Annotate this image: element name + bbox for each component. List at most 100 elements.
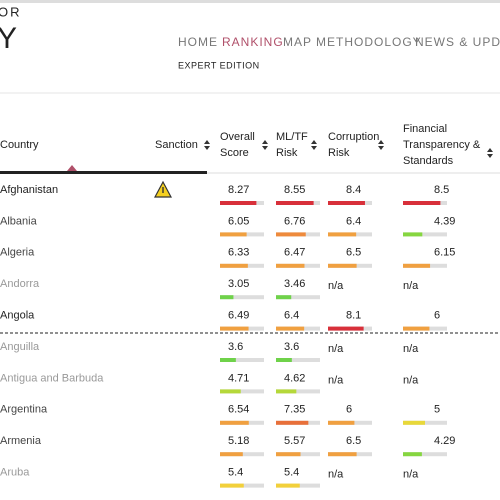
score-value: 7.35 [284,404,305,416]
column-header[interactable]: Transparency & [403,139,481,151]
country-name[interactable]: Algeria [0,247,35,259]
country-name[interactable]: Antigua and Barbuda [0,372,104,384]
score-value: 6.5 [346,435,361,447]
score-bar [403,201,441,205]
score-value: 6.05 [228,215,249,227]
score-bar [220,295,234,300]
column-header[interactable]: Financial [403,123,447,135]
score-bar [220,452,243,457]
score-value: 6.5 [346,247,361,259]
score-value: 5.57 [284,435,305,447]
sort-arrow-up [378,140,384,144]
country-name[interactable]: Argentina [0,404,48,416]
score-value: 6.54 [228,404,249,416]
score-bar [220,358,236,362]
country-name[interactable]: Armenia [0,435,42,447]
column-header[interactable]: Country [0,139,39,151]
score-value: 6.47 [284,247,305,259]
score-bar [220,326,249,331]
country-name[interactable]: Afghanistan [0,184,58,196]
sort-indicator [67,165,77,171]
nav-link[interactable]: NEWS & UPDAT [415,35,500,49]
score-value: 6.4 [346,215,361,227]
score-track [276,389,320,394]
score-value: 3.05 [228,278,249,290]
score-value: 6.15 [434,247,455,259]
top-strip [0,0,500,3]
column-header[interactable]: Risk [276,147,298,159]
column-header[interactable]: Standards [403,155,454,167]
nav-link[interactable]: METHODOLOGY [316,35,422,49]
score-na: n/a [328,374,344,386]
score-bar [276,232,306,237]
score-na: n/a [403,280,419,292]
score-na: n/a [328,343,344,355]
score-bar [328,326,364,331]
column-header[interactable]: Sanction [155,139,198,151]
country-name[interactable]: Anguilla [0,341,40,353]
score-bar [328,232,357,237]
score-bar [403,420,425,425]
column-header[interactable]: Risk [328,147,350,159]
score-bar [328,420,355,425]
sort-arrow-down [262,146,268,150]
sanction-icon-mark [162,187,164,193]
score-bar [328,452,357,457]
sort-arrow-up [311,140,317,144]
column-header[interactable]: Corruption [328,131,379,143]
score-track [276,358,320,362]
score-track [220,389,264,394]
score-value: 8.27 [228,184,249,196]
score-value: 6.49 [228,310,249,322]
score-track [220,358,264,362]
score-na: n/a [403,343,419,355]
score-value: 3.6 [284,341,299,353]
score-bar [328,201,365,205]
score-value: 6.33 [228,247,249,259]
site-title: Y [0,22,17,55]
nav-link[interactable]: RANKING [222,35,284,49]
sort-arrow-down [311,146,317,150]
score-value: 4.71 [228,372,249,384]
country-name[interactable]: Aruba [0,467,30,479]
score-bar [403,263,431,268]
score-bar [220,483,244,488]
score-bar [403,232,423,237]
score-na: n/a [328,469,344,481]
score-track [403,452,447,457]
sort-arrow-up [262,140,268,144]
score-na: n/a [403,469,419,481]
sort-arrow-down [204,146,210,150]
score-bar [276,358,292,362]
score-bar [276,295,292,300]
country-name[interactable]: Angola [0,310,35,322]
score-bar [276,326,305,331]
nav-link[interactable]: MAP [283,35,312,49]
score-value: 8.5 [434,184,449,196]
score-value: 8.55 [284,184,305,196]
score-bar [328,263,357,268]
score-value: 4.62 [284,372,305,384]
score-value: 6.4 [284,310,299,322]
country-name[interactable]: Andorra [0,278,40,290]
score-track [220,295,264,300]
column-header[interactable]: Score [220,147,249,159]
column-header[interactable]: Overall [220,131,255,143]
country-name[interactable]: Albania [0,215,38,227]
score-bar [403,452,422,457]
column-header[interactable]: ML/TF [276,131,308,143]
score-value: 5.4 [228,467,243,479]
site-title-top: OR [0,4,22,19]
score-track [276,295,320,300]
nav-link[interactable]: HOME [178,35,218,49]
score-value: 3.6 [228,341,243,353]
score-bar [403,326,430,331]
score-value: 3.46 [284,278,305,290]
score-value: 4.29 [434,435,455,447]
score-track [403,232,447,237]
score-bar [220,420,249,425]
table: Country Sanction Overall Score ML/TF Risk Corr… [0,123,493,488]
